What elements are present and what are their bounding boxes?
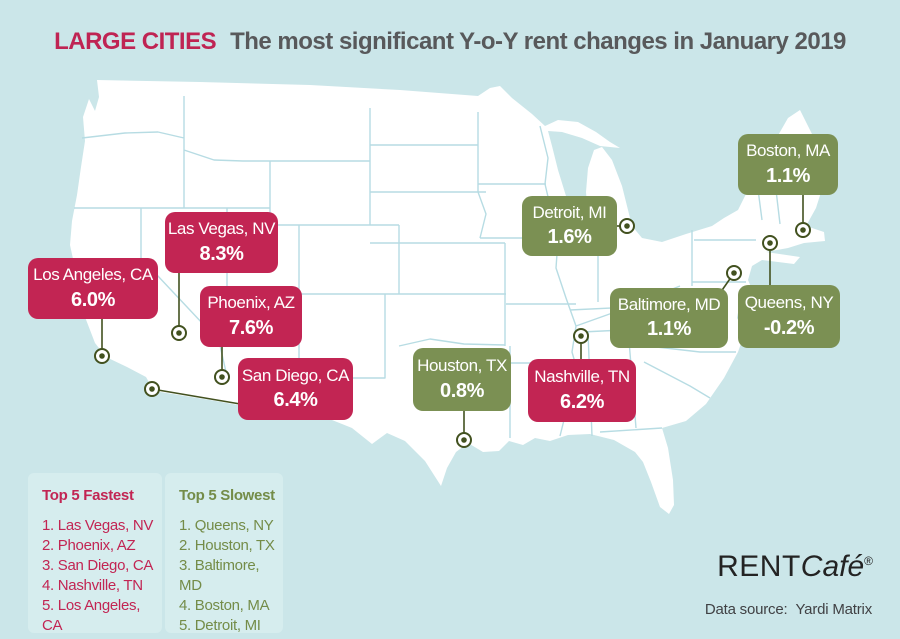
callout-city: Nashville, TN: [534, 367, 630, 387]
map-marker-boston: [795, 222, 811, 238]
title-highlight: LARGE CITIES: [54, 28, 217, 55]
callout-baltimore: Baltimore, MD 1.1%: [610, 288, 728, 348]
list-item: 1. Las Vegas, NV: [42, 517, 154, 534]
callout-city: Queens, NY: [744, 293, 834, 313]
callout-houston: Houston, TX 0.8%: [413, 348, 511, 411]
map-marker-las-vegas: [171, 325, 187, 341]
callout-detroit: Detroit, MI 1.6%: [522, 196, 617, 256]
callout-queens: Queens, NY -0.2%: [738, 285, 840, 348]
data-source-value: Yardi Matrix: [795, 601, 872, 618]
callout-value: 6.0%: [71, 288, 115, 311]
logo-rent: RENT: [717, 550, 801, 583]
map-marker-los-angeles: [94, 348, 110, 364]
callout-value: 1.1%: [647, 318, 691, 341]
callout-value: 1.6%: [547, 226, 592, 249]
callout-value: 6.2%: [560, 390, 604, 413]
callout-city: Boston, MA: [746, 141, 830, 161]
callout-city: Baltimore, MD: [617, 294, 721, 314]
map-marker-baltimore: [726, 265, 742, 281]
callout-city: Detroit, MI: [532, 202, 607, 222]
callout-city: Los Angeles, CA: [33, 265, 153, 285]
data-source-label: Data source:: [704, 601, 788, 618]
callout-boston: Boston, MA 1.1%: [738, 134, 838, 195]
callout-nashville: Nashville, TN 6.2%: [528, 359, 636, 422]
top5-fastest-heading: Top 5 Fastest: [42, 487, 134, 504]
top5-slowest-heading: Top 5 Slowest: [179, 487, 275, 504]
title-text: The most significant Y-o-Y rent changes …: [230, 28, 846, 55]
callout-san-diego: San Diego, CA 6.4%: [238, 358, 353, 420]
rentcafe-logo: RENTCafé®: [717, 550, 873, 584]
marker-layer: [94, 218, 811, 448]
callout-value: 1.1%: [766, 164, 810, 187]
top5-fastest-panel: Top 5 Fastest 1. Las Vegas, NV 2. Phoenix…: [28, 473, 162, 636]
map-marker-san-diego: [144, 381, 160, 397]
list-item: 1. Queens, NY: [179, 517, 274, 534]
list-item: 5. Detroit, MI: [179, 617, 261, 634]
top5-fastest-list: 1. Las Vegas, NV 2. Phoenix, AZ 3. San Die…: [42, 516, 162, 636]
list-item: 4. Nashville, TN: [42, 577, 143, 594]
callout-value: 7.6%: [229, 316, 273, 339]
list-item: 2. Houston, TX: [179, 537, 275, 554]
callout-connector-san-diego: [151, 388, 253, 407]
data-source: Data source: Yardi Matrix: [705, 601, 872, 618]
callout-value: 0.8%: [440, 379, 484, 402]
callout-value: 6.4%: [273, 389, 318, 412]
list-item: 4. Boston, MA: [179, 597, 270, 614]
list-item: 3. San Diego, CA: [42, 557, 154, 574]
top5-slowest-list: 1. Queens, NY 2. Houston, TX 3. Baltimore,…: [179, 516, 283, 636]
callout-city: San Diego, CA: [241, 365, 350, 385]
top5-slowest-panel: Top 5 Slowest 1. Queens, NY 2. Houston, T…: [165, 473, 283, 636]
callout-city: Houston, TX: [417, 356, 507, 376]
map-marker-nashville: [573, 328, 589, 344]
callout-phoenix: Phoenix, AZ 7.6%: [200, 286, 302, 347]
list-item: 5. Los Angeles, CA: [42, 597, 141, 634]
registered-mark-icon: ®: [864, 554, 873, 568]
page-title: LARGE CITIES The most significant Y-o-Y r…: [0, 28, 900, 56]
map-marker-detroit: [619, 218, 635, 234]
callout-city: Phoenix, AZ: [207, 293, 295, 313]
callout-las-vegas: Las Vegas, NV 8.3%: [165, 212, 278, 273]
map-marker-houston: [456, 432, 472, 448]
callout-value: -0.2%: [763, 316, 815, 339]
list-item: 3. Baltimore, MD: [179, 557, 260, 594]
callout-city: Las Vegas, NV: [167, 219, 276, 239]
logo-cafe: Café: [800, 550, 865, 583]
map-marker-phoenix: [214, 369, 230, 385]
list-item: 2. Phoenix, AZ: [42, 537, 136, 554]
callout-value: 8.3%: [199, 242, 244, 265]
callout-los-angeles: Los Angeles, CA 6.0%: [28, 258, 158, 319]
map-marker-queens: [762, 235, 778, 251]
